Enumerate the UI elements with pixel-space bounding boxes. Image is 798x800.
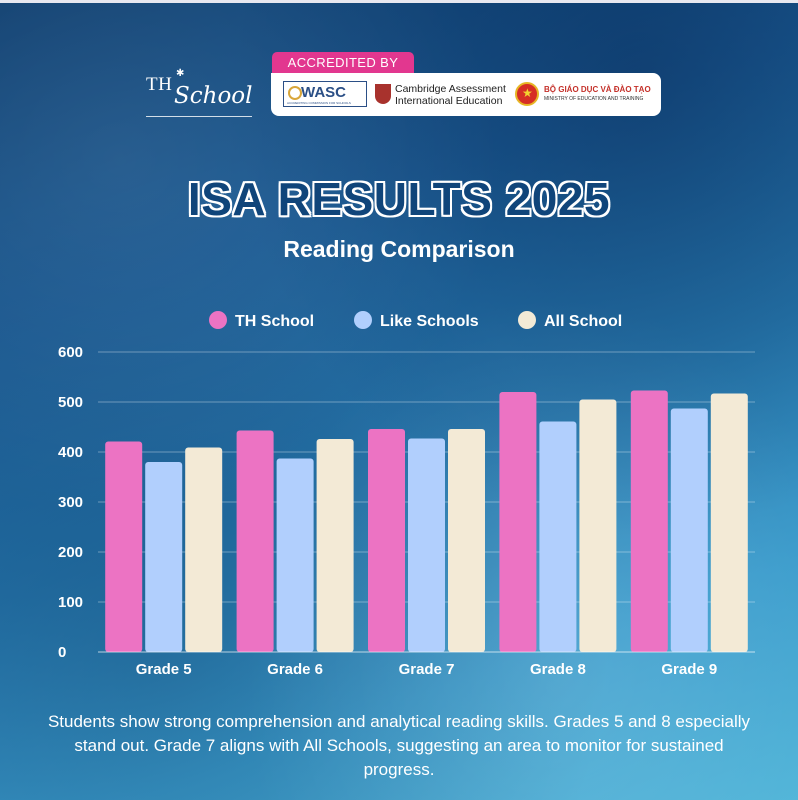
x-tick-label: Grade 5 (136, 661, 192, 678)
accreditation-logos: WASC ACCREDITING COMMISSION FOR SCHOOLS … (271, 73, 661, 116)
bar (670, 408, 708, 652)
x-tick-label: Grade 6 (267, 661, 323, 678)
accredited-by-label: ACCREDITED BY (272, 52, 414, 73)
cambridge-shield-icon (375, 84, 391, 104)
cambridge-line1: Cambridge Assessment (395, 83, 506, 95)
y-tick-label: 300 (58, 494, 83, 511)
moe-line1: BỘ GIÁO DỤC VÀ ĐÀO TẠO (544, 85, 651, 94)
logo-underline (146, 116, 252, 117)
cambridge-line2: International Education (395, 95, 503, 107)
bar-chart: 0 100 200 300 400 500 600 Grade 5 Grade 6 Grade 7… (58, 311, 755, 678)
bar (710, 393, 748, 652)
bar (105, 441, 143, 652)
legend-marker (354, 311, 372, 329)
logo-school-text: School (174, 83, 253, 109)
wasc-ring-icon (288, 86, 302, 100)
y-tick-label: 500 (58, 394, 83, 411)
wasc-subtext: ACCREDITING COMMISSION FOR SCHOOLS (287, 101, 351, 105)
y-tick-label: 0 (58, 644, 66, 661)
x-tick-label: Grade 7 (399, 661, 455, 678)
bar (448, 429, 485, 652)
bar (316, 439, 354, 652)
x-tick-label: Grade 8 (530, 661, 586, 678)
logo-th-text: TH (146, 74, 173, 95)
legend-marker (518, 311, 536, 329)
bar (408, 438, 445, 652)
y-tick-label: 600 (58, 344, 83, 361)
y-tick-label: 100 (58, 594, 83, 611)
legend-label: Like Schools (380, 313, 479, 330)
bar (630, 390, 668, 652)
legend-marker (209, 311, 227, 329)
th-school-logo: ✱ TH School (146, 68, 253, 118)
bar (145, 462, 183, 652)
chart-subtitle: Reading Comparison (283, 236, 515, 262)
y-tick-label: 200 (58, 544, 83, 561)
bar (236, 430, 274, 652)
page-title-text: ISA RESULTS 2025 (187, 173, 611, 225)
page-title: ISA RESULTS 2025 (0, 172, 798, 226)
logo-star-icon: ✱ (176, 68, 185, 79)
legend-label: All School (544, 313, 622, 330)
x-tick-label: Grade 9 (661, 661, 717, 678)
moe-emblem-icon: ★ (515, 82, 539, 106)
legend-label: TH School (235, 313, 314, 330)
bar (185, 447, 223, 652)
wasc-logo: WASC ACCREDITING COMMISSION FOR SCHOOLS (283, 81, 367, 107)
top-border (0, 0, 798, 3)
bar (539, 421, 577, 652)
chart-caption: Students show strong comprehension and a… (47, 712, 751, 779)
moe-line2: MINISTRY OF EDUCATION AND TRAINING (544, 96, 644, 102)
bar (368, 429, 405, 652)
bar (276, 458, 314, 652)
y-tick-label: 400 (58, 444, 83, 461)
bar (499, 392, 537, 652)
wasc-text: WASC (301, 84, 346, 101)
cambridge-logo-text: Cambridge Assessment International Educa… (395, 83, 506, 107)
bar (579, 399, 617, 652)
